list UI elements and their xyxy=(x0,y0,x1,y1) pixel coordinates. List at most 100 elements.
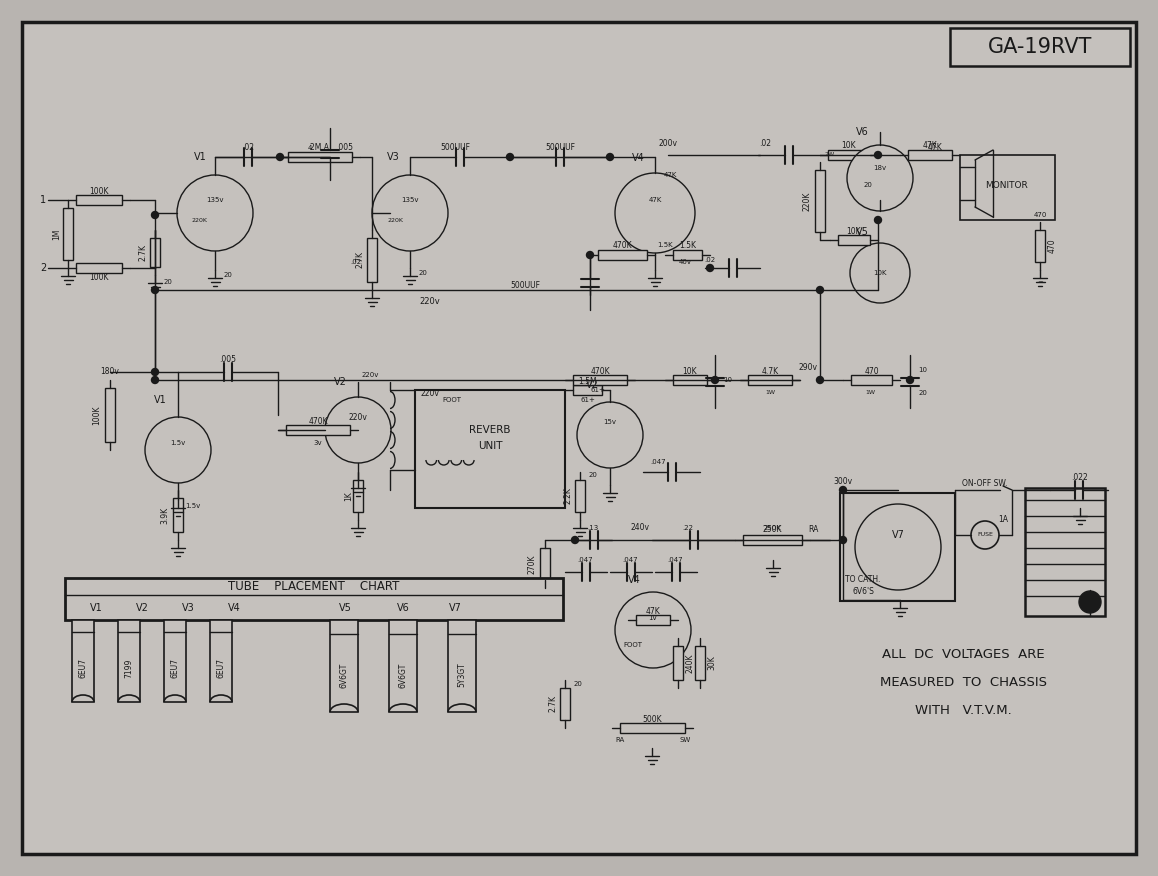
Text: 2.7K: 2.7K xyxy=(549,696,557,712)
Bar xyxy=(960,155,1055,220)
Text: 220K: 220K xyxy=(192,217,208,223)
Text: 470: 470 xyxy=(1048,238,1056,253)
Text: V2: V2 xyxy=(135,603,148,613)
Bar xyxy=(415,390,565,508)
Bar xyxy=(560,688,570,720)
Text: 100K: 100K xyxy=(93,406,102,425)
Circle shape xyxy=(711,377,718,384)
Text: ~: ~ xyxy=(1038,279,1043,285)
Text: 100K: 100K xyxy=(89,273,109,282)
Bar xyxy=(72,620,94,702)
Text: GA-19RVT: GA-19RVT xyxy=(988,37,1092,57)
Text: .02: .02 xyxy=(758,138,771,147)
Text: 10K: 10K xyxy=(842,142,856,151)
Bar xyxy=(63,208,73,260)
Text: 2W: 2W xyxy=(824,152,835,158)
Text: 180v: 180v xyxy=(101,368,119,377)
Text: .047: .047 xyxy=(622,557,638,563)
Bar xyxy=(838,235,870,245)
Circle shape xyxy=(615,173,695,253)
Text: 500UUF: 500UUF xyxy=(510,280,540,289)
Text: 2M A: 2M A xyxy=(310,144,330,152)
Text: 1A: 1A xyxy=(998,515,1007,525)
Text: 20: 20 xyxy=(223,272,233,278)
Circle shape xyxy=(607,153,614,160)
Circle shape xyxy=(972,521,999,549)
Text: 20: 20 xyxy=(588,472,598,478)
Text: 300v: 300v xyxy=(834,477,852,486)
Text: V3: V3 xyxy=(387,152,400,162)
Text: 47K: 47K xyxy=(928,144,943,152)
Text: 500UUF: 500UUF xyxy=(440,144,470,152)
Text: .13: .13 xyxy=(587,525,599,531)
Text: 135v: 135v xyxy=(402,197,419,203)
Text: 1M: 1M xyxy=(52,229,61,240)
Bar xyxy=(636,615,670,625)
Text: V6: V6 xyxy=(856,127,868,137)
Text: .022: .022 xyxy=(1071,474,1089,483)
Text: 3.9K: 3.9K xyxy=(161,506,169,524)
Text: .047: .047 xyxy=(577,557,593,563)
Text: .02: .02 xyxy=(242,144,254,152)
Circle shape xyxy=(325,397,391,463)
Text: 4: 4 xyxy=(308,145,313,151)
Text: TO CATH.: TO CATH. xyxy=(845,576,881,584)
Text: 1W: 1W xyxy=(865,391,875,395)
Text: 250K: 250K xyxy=(763,525,780,531)
Text: 1v: 1v xyxy=(648,615,658,621)
Text: 100K: 100K xyxy=(89,187,109,195)
Bar xyxy=(950,28,1130,66)
Text: 15v: 15v xyxy=(603,419,616,425)
Text: .047: .047 xyxy=(650,459,666,465)
Text: 220v: 220v xyxy=(349,413,367,422)
Text: V2: V2 xyxy=(586,380,599,390)
Text: 200v: 200v xyxy=(659,138,677,147)
Circle shape xyxy=(840,486,846,493)
Circle shape xyxy=(152,211,159,218)
Text: V6: V6 xyxy=(397,603,410,613)
Text: 4.7K: 4.7K xyxy=(762,366,778,376)
Circle shape xyxy=(874,216,881,223)
Text: REVERB: REVERB xyxy=(469,425,511,435)
Bar xyxy=(288,152,352,162)
Bar xyxy=(908,150,952,160)
Circle shape xyxy=(706,265,713,272)
Text: V2: V2 xyxy=(334,377,346,387)
Bar xyxy=(748,375,792,385)
Text: WITH   V.T.V.M.: WITH V.T.V.M. xyxy=(915,704,1011,717)
Text: 220K: 220K xyxy=(802,191,812,211)
Text: .02: .02 xyxy=(704,257,716,263)
Bar xyxy=(173,498,183,532)
Text: 6EU7: 6EU7 xyxy=(217,658,226,678)
Text: 1.5v: 1.5v xyxy=(185,503,200,509)
Text: 61+: 61+ xyxy=(591,387,606,393)
Text: FUSE: FUSE xyxy=(977,533,992,538)
Text: 1W: 1W xyxy=(765,391,775,395)
Text: FOOT: FOOT xyxy=(442,397,462,403)
Bar xyxy=(840,493,955,601)
Bar xyxy=(1025,488,1105,616)
Text: 2.2K: 2.2K xyxy=(564,488,572,505)
Text: 6V6GT: 6V6GT xyxy=(398,662,408,688)
Text: 10K: 10K xyxy=(846,227,862,236)
Circle shape xyxy=(152,286,159,293)
Bar xyxy=(330,620,358,712)
Circle shape xyxy=(577,402,643,468)
Text: 470K: 470K xyxy=(613,242,632,251)
Text: ON-OFF SW.: ON-OFF SW. xyxy=(962,478,1007,488)
Text: 470: 470 xyxy=(1033,212,1047,218)
Circle shape xyxy=(506,153,513,160)
Text: V3: V3 xyxy=(182,603,195,613)
Text: 470K: 470K xyxy=(591,366,610,376)
Text: V5: V5 xyxy=(338,603,351,613)
Text: UNIT: UNIT xyxy=(478,441,503,451)
Bar xyxy=(76,195,122,205)
Text: 1.5K: 1.5K xyxy=(679,242,696,251)
Circle shape xyxy=(846,145,913,211)
Circle shape xyxy=(152,369,159,376)
Text: 10K: 10K xyxy=(873,270,887,276)
Bar xyxy=(828,150,870,160)
Text: V1: V1 xyxy=(193,152,206,162)
Bar xyxy=(743,535,802,545)
Text: .005: .005 xyxy=(220,356,236,364)
